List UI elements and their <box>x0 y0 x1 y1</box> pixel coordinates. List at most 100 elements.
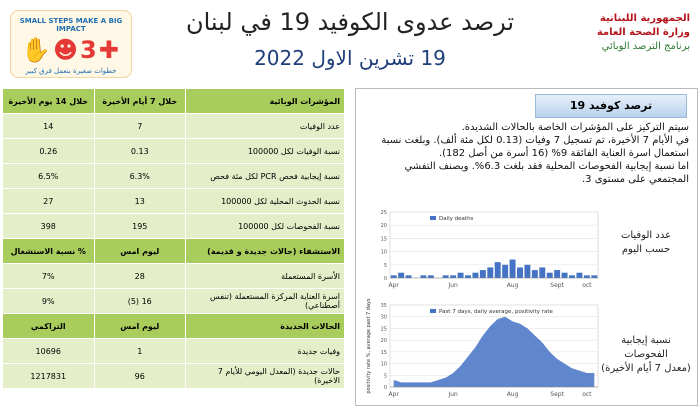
cell: 0.26 <box>2 138 95 164</box>
cell: الاستشفاء (حالات جديدة و قديمة) <box>185 238 345 264</box>
y-tick-label: 20 <box>381 338 387 344</box>
legend-swatch <box>430 309 436 313</box>
y-tick-label: 35 <box>381 303 387 309</box>
cell: اسرة العناية المركزة المستعملة (تنفس أصط… <box>185 288 345 314</box>
legend-label: Daily deaths <box>439 216 474 222</box>
panel-heading: ترصد كوفيد 19 <box>535 94 687 118</box>
bar <box>591 275 598 278</box>
cell: المؤشرات الوبائية <box>185 88 345 114</box>
bar <box>576 272 583 278</box>
deaths-chart: 0 5 10 15 20 25 Apr Jun Aug Sept oct Daily deaths <box>381 210 599 289</box>
cell: 16 (5) <box>93 288 186 314</box>
cell: 398 <box>2 213 95 239</box>
cell: عدد الوفيات <box>185 113 345 139</box>
y-tick-label: 30 <box>381 315 387 321</box>
y-tick-label: 0 <box>384 385 387 391</box>
cell: 10696 <box>2 338 95 364</box>
ministry-line: الجمهورية اللبنانية <box>599 13 690 24</box>
y-tick-label: 20 <box>381 223 387 229</box>
cell: نسبة الفحوصات لكل 100000 <box>185 213 345 239</box>
row: نسبة الحدوث المحلية لكل 100000 13 27 <box>2 188 345 214</box>
bar <box>450 275 457 278</box>
bar <box>569 275 575 278</box>
x-tick-label: oct <box>582 391 592 398</box>
legend-label: Past 7 days, daily average, positivity r… <box>439 309 554 315</box>
cell: 13 <box>93 188 186 214</box>
campaign-text: خطوات صغيرة بتعمل فرق كبير <box>25 67 117 75</box>
cell: 96 <box>93 363 186 389</box>
logo-art: ✋☻3✚ <box>21 36 121 64</box>
panel: ترصد كوفيد 19 سيتم التركيز على المؤشرات … <box>355 88 698 406</box>
x-tick-label: Aug <box>507 391 519 398</box>
chart-label: عدد الوفيات حسب اليوم <box>601 229 691 257</box>
cell: حالات جديدة (المعدل اليومي للأيام 7 الاخ… <box>185 363 345 389</box>
bar <box>398 272 405 278</box>
cell: التراكمي <box>2 313 95 339</box>
paragraph: اما نسبة إيجابية الفحوصات المحلية فقد بل… <box>404 161 689 185</box>
label-line: حسب اليوم <box>621 244 671 255</box>
cell: 28 <box>93 263 186 289</box>
ministry-line: برنامج الترصد الوبائي <box>601 41 690 52</box>
label-line: عدد الوفيات <box>620 230 672 241</box>
label-line: (معدل 7 أيام الأخيرة) <box>601 363 691 374</box>
cell: 9% <box>2 288 95 314</box>
row: عدد الوفيات 7 14 <box>2 113 345 139</box>
date: 19 تشرين الاول 2022 <box>254 46 446 70</box>
row: نسبة الوفيات لكل 100000 0.13 0.26 <box>2 138 345 164</box>
x-tick-label: oct <box>582 282 592 289</box>
campaign-logo: SMALL STEPS MAKE A BIG IMPACT ✋☻3✚ خطوات… <box>10 10 132 78</box>
bar <box>524 264 531 278</box>
cell: وفيات جديدة <box>185 338 345 364</box>
cell: 14 <box>2 113 95 139</box>
cell: 7% <box>2 263 95 289</box>
bar <box>390 275 397 278</box>
x-tick-label: Aug <box>507 282 519 289</box>
bar <box>487 267 494 278</box>
x-tick-label: Jun <box>447 282 458 289</box>
cell: 6.3% <box>93 163 186 189</box>
y-tick-label: 15 <box>381 350 387 356</box>
cell: نسبة إيجابية فحص PCR لكل مئة فحص <box>185 163 345 189</box>
bar <box>442 275 449 278</box>
cell: ليوم امس <box>93 238 186 264</box>
y-tick-label: 10 <box>381 250 387 256</box>
cell: 1217831 <box>2 363 95 389</box>
legend-swatch <box>430 216 436 220</box>
bar <box>546 272 553 278</box>
bar <box>457 272 464 278</box>
area <box>393 316 595 387</box>
cell: نسبة الوفيات لكل 100000 <box>185 138 345 164</box>
bar <box>479 270 486 278</box>
bar <box>465 275 471 278</box>
cell: 7 <box>93 113 186 139</box>
row: وفيات جديدة 1 10696 <box>2 338 345 364</box>
x-tick-label: Apr <box>389 282 400 289</box>
x-tick-label: Sept <box>550 282 564 289</box>
bar <box>539 267 546 278</box>
bar <box>472 272 479 278</box>
bar <box>420 275 427 278</box>
row: حالات جديدة (المعدل اليومي للأيام 7 الاخ… <box>2 363 345 389</box>
y-axis-label: positivity rate %, average past 7 days <box>366 298 372 394</box>
bar <box>583 275 590 278</box>
bar <box>494 262 501 278</box>
cell: خلال 14 يوم الأخيرة <box>2 88 95 114</box>
title: ترصد عدوى الكوفيد 19 في لبنان <box>185 8 515 36</box>
y-tick-label: 25 <box>381 210 387 216</box>
cell: 1 <box>93 338 186 364</box>
cell: 0.13 <box>93 138 186 164</box>
header-row: الحالات الجديدة ليوم امس التراكمي <box>2 313 345 339</box>
header-row: الاستشفاء (حالات جديدة و قديمة) ليوم امس%… <box>2 238 345 264</box>
cell: الحالات الجديدة <box>185 313 345 339</box>
paragraph: في الأيام 7 الأخيرة، تم تسجيل 7 وفيات (0… <box>381 135 689 159</box>
y-tick-label: 5 <box>384 373 387 379</box>
y-tick-label: 25 <box>381 326 387 332</box>
row: نسبة الفحوصات لكل 100000 195 398 <box>2 213 345 239</box>
ministry-line: وزارة الصحة العامة <box>596 27 690 38</box>
cell: 27 <box>2 188 95 214</box>
cell: ليوم امس <box>93 313 186 339</box>
bar <box>554 270 561 278</box>
summary: سيتم التركيز على المؤشرات الخاصة بالحالا… <box>364 121 689 186</box>
